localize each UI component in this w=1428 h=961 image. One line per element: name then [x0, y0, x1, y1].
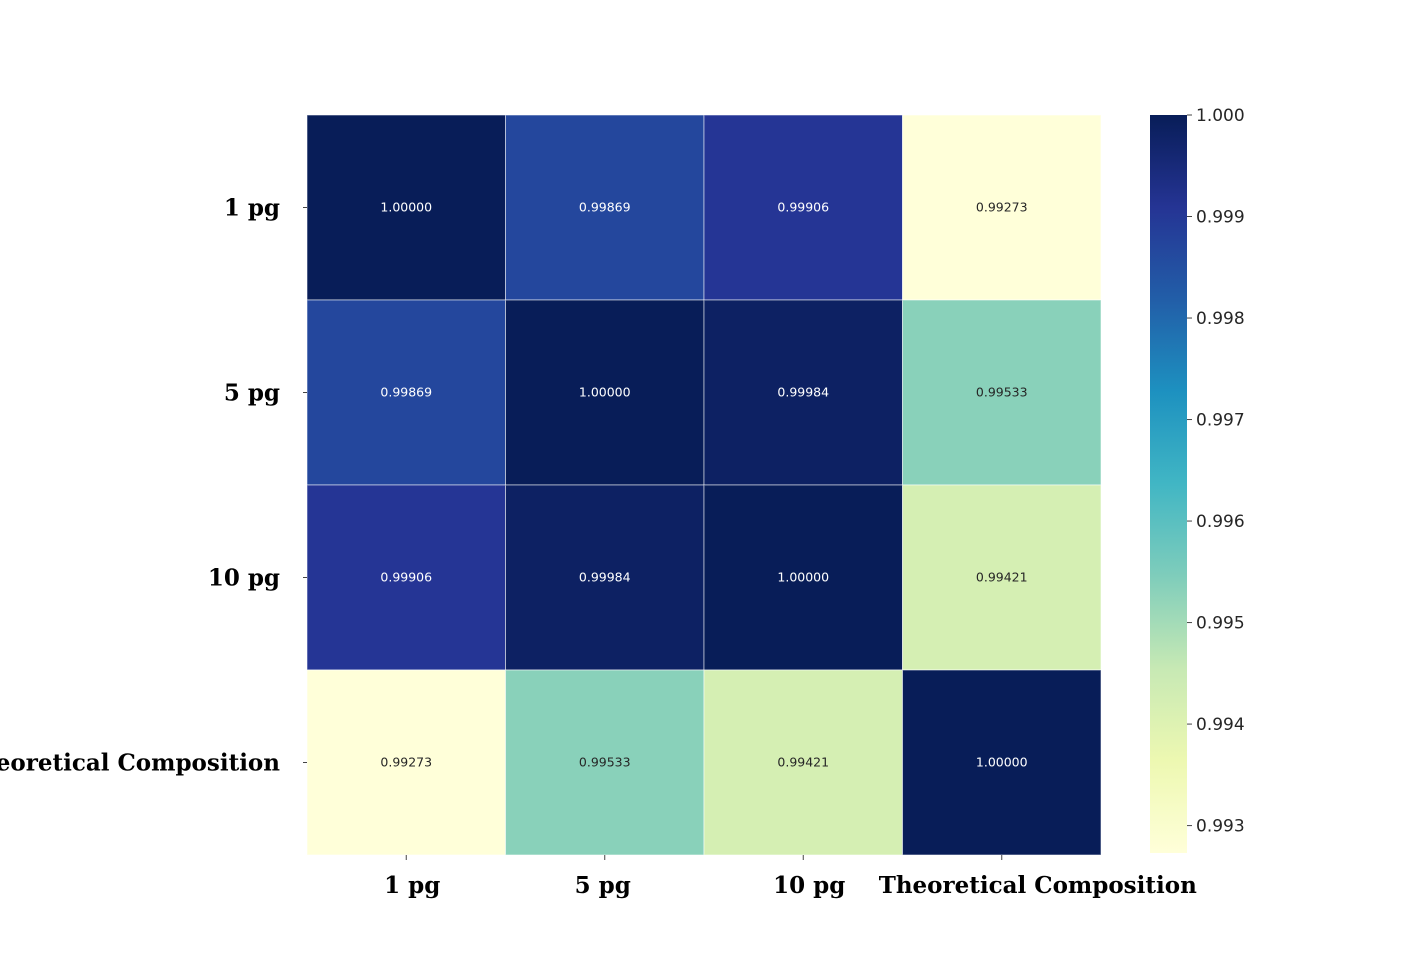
- row-label: 1 pg: [224, 195, 280, 222]
- colorbar-tick-label: 0.993: [1196, 817, 1245, 837]
- cell-value-label: 0.99984: [579, 570, 631, 585]
- heatmap-cells: 1.00000 0.99869 0.99906 0.99273 0.99869 1.000…: [306, 114, 1102, 856]
- heatmap-cell: [703, 114, 903, 301]
- colorbar-tick-label: 0.995: [1196, 614, 1245, 634]
- colorbar-tick-label: 0.996: [1196, 512, 1245, 532]
- heatmap-cell: [902, 484, 1102, 671]
- cell-value-label: 0.99273: [380, 755, 432, 770]
- cell-value-label: 1.00000: [777, 570, 829, 585]
- cell-value-label: 1.00000: [579, 385, 631, 400]
- cell-value-label: 0.99533: [579, 755, 631, 770]
- row-label: 5 pg: [224, 380, 280, 407]
- heatmap-cell: [505, 669, 705, 856]
- heatmap-cell: [703, 669, 903, 856]
- colorbar-ticks: 0.993 0.994 0.995 0.996 0.997 0.998 0.999 1.000: [1187, 106, 1245, 837]
- heatmap-cell: [505, 484, 705, 671]
- colorbar-tick-label: 0.998: [1196, 309, 1245, 329]
- heatmap-cell: [505, 299, 705, 486]
- heatmap-cell: [703, 299, 903, 486]
- column-label: 1 pg: [384, 872, 440, 899]
- heatmap-cell: [306, 114, 506, 301]
- heatmap-cell: [306, 669, 506, 856]
- row-label: 10 pg: [208, 565, 280, 592]
- column-label: Theoretical Composition: [879, 872, 1197, 899]
- column-labels: 1 pg 5 pg 10 pg Theoretical Composition: [384, 855, 1197, 899]
- cell-value-label: 0.99984: [777, 385, 829, 400]
- cell-value-label: 0.99906: [380, 570, 432, 585]
- cell-value-label: 0.99906: [777, 200, 829, 215]
- cell-value-label: 0.99869: [579, 200, 631, 215]
- row-label: Theoretical Composition: [0, 750, 280, 777]
- colorbar-tick-label: 0.999: [1196, 208, 1245, 228]
- heatmap-cell: [306, 299, 506, 486]
- colorbar-tick-label: 0.997: [1196, 411, 1245, 431]
- cell-value-label: 1.00000: [976, 755, 1028, 770]
- colorbar: [1150, 115, 1187, 853]
- cell-value-label: 1.00000: [380, 200, 432, 215]
- cell-value-label: 0.99273: [976, 200, 1028, 215]
- cell-value-label: 0.99869: [380, 385, 432, 400]
- heatmap-cell: [902, 114, 1102, 301]
- cell-value-label: 0.99533: [976, 385, 1028, 400]
- cell-value-label: 0.99421: [976, 570, 1028, 585]
- column-label: 10 pg: [773, 872, 845, 899]
- column-label: 5 pg: [575, 872, 631, 899]
- row-labels: 1 pg 5 pg 10 pg Theoretical Composition: [0, 195, 307, 777]
- heatmap-cell: [902, 669, 1102, 856]
- colorbar-tick-label: 1.000: [1196, 106, 1245, 126]
- cell-value-label: 0.99421: [777, 755, 829, 770]
- colorbar-tick-label: 0.994: [1196, 715, 1245, 735]
- heatmap-cell: [505, 114, 705, 301]
- heatmap-cell: [902, 299, 1102, 486]
